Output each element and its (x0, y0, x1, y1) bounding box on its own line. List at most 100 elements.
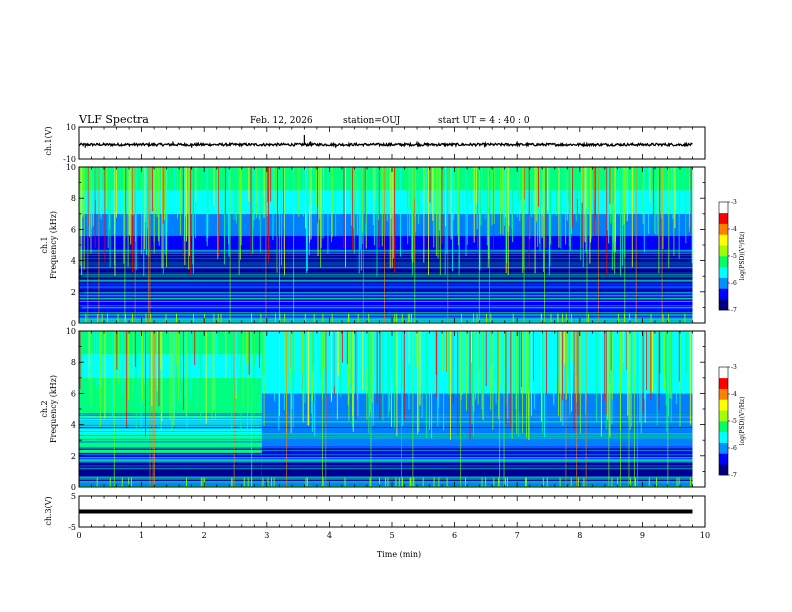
spectrogram-image (79, 167, 693, 323)
colorbar-segment (719, 426, 728, 430)
colorbar-label: log(PSD)(V²/Hz) (739, 397, 746, 446)
colorbar-segment (719, 407, 728, 411)
colorbar-segment (719, 202, 728, 205)
x-tick-label: 6 (452, 531, 457, 540)
x-tick-label: 7 (515, 531, 520, 540)
colorbar-segment (719, 445, 728, 449)
x-tick-label: 5 (389, 531, 394, 540)
colorbar-segment (719, 264, 728, 268)
colorbar-segment (719, 434, 728, 438)
x-tick-label: 9 (640, 531, 645, 540)
colorbar-segment (719, 212, 728, 216)
x-axis-label: Time (min) (377, 550, 421, 559)
colorbar-segment (719, 437, 728, 441)
colorbar-segment (719, 242, 728, 246)
spectrogram-image (79, 331, 693, 487)
colorbar-segment (719, 250, 728, 254)
colorbar-segment (719, 269, 728, 273)
ch2-spectrogram-panel: 0 2 4 6 8 10 (66, 327, 706, 492)
colorbar-segment (719, 391, 728, 395)
colorbar-segment (719, 299, 728, 303)
colorbar-segment (719, 277, 728, 281)
colorbar-segment (719, 464, 728, 468)
ch2-spec-ylabel: Frequency (kHz) (49, 375, 58, 443)
y-tick-label: 6 (71, 225, 76, 234)
x-tick-label: 8 (577, 531, 582, 540)
ch1-wave-ylabel: ch.1(V) (44, 126, 53, 155)
colorbar-tick-label: -4 (731, 226, 737, 233)
colorbar-segment (719, 293, 728, 297)
colorbar-segment (719, 458, 728, 462)
colorbar-segment (719, 218, 728, 222)
y-tick-label: 2 (71, 452, 76, 461)
colorbar-segment (719, 466, 728, 470)
colorbar-segment (719, 291, 728, 295)
colorbar-segment (719, 402, 728, 406)
colorbar-segment (719, 418, 728, 422)
colorbar-segment (719, 223, 728, 227)
freq-band (79, 316, 693, 323)
colorbar-segment (719, 220, 728, 224)
colorbar-segment (719, 256, 728, 259)
y-tick-label: 4 (71, 421, 76, 430)
colorbar-segment (719, 469, 728, 473)
figure-station: station=OUJ (343, 116, 401, 126)
y-tick-label: 5 (71, 492, 76, 501)
colorbar-segment (719, 204, 728, 208)
freq-band (79, 213, 693, 236)
x-tick-label: 0 (76, 531, 81, 540)
freq-band (79, 190, 693, 214)
colorbar-segment (719, 307, 728, 311)
x-tick-label: 4 (327, 531, 332, 540)
colorbar-label: log(PSD)(V²/Hz) (739, 232, 746, 281)
ch1-signal-trace (78, 141, 693, 149)
colorbar-segment (719, 453, 728, 457)
y-tick-label: 10 (66, 123, 76, 132)
y-tick-label: 0 (71, 483, 76, 492)
colorbar-segment (719, 210, 728, 214)
colorbar-segment (719, 404, 728, 408)
ch1-colorbar: -3 -4 -5 -6 -7 log(PSD)(V²/Hz) (718, 199, 746, 314)
colorbar-segment (719, 399, 728, 403)
colorbar-segment (719, 247, 728, 251)
y-tick-label: -5 (68, 523, 76, 532)
colorbar-segment (719, 415, 728, 419)
colorbar-segment (719, 226, 728, 230)
colorbar-segment (719, 272, 728, 276)
ch2-spec-ylabel-top: ch.2 (40, 400, 49, 417)
colorbar-segment (719, 450, 728, 454)
colorbar-segment (719, 258, 728, 262)
colorbar-segment (719, 456, 728, 460)
colorbar-tick-label: -7 (731, 307, 737, 314)
x-tick-label: 10 (700, 531, 710, 540)
colorbar-segment (719, 412, 728, 416)
colorbar-segment (719, 380, 728, 384)
y-tick-label: 2 (71, 288, 76, 297)
ch2-colorbar: -3 -4 -5 -6 -7 log(PSD)(V²/Hz) (718, 364, 746, 479)
colorbar-segment (719, 429, 728, 433)
colorbar-tick-label: -6 (731, 280, 737, 287)
colorbar-segment (719, 372, 728, 376)
x-tick-label: 1 (139, 531, 144, 540)
colorbar-segment (719, 296, 728, 300)
colorbar-segment (719, 253, 728, 257)
colorbar-tick-label: -5 (731, 418, 737, 425)
colorbar-segment (719, 274, 728, 278)
colorbar-segment (719, 245, 728, 249)
ch1-spec-ylabel-top: ch.1 (40, 236, 49, 253)
ch3-wave-ylabel: ch.3(V) (44, 496, 53, 525)
colorbar-segment (719, 369, 728, 373)
colorbar-tick-label: -3 (731, 364, 737, 371)
y-tick-label: 10 (66, 163, 76, 172)
colorbar-segment (719, 304, 728, 308)
colorbar-tick-label: -5 (731, 253, 737, 260)
colorbar-tick-label: -3 (731, 199, 737, 206)
colorbar-segment (719, 377, 728, 381)
y-tick-label: -10 (63, 155, 76, 164)
y-tick-label: 10 (66, 327, 76, 336)
colorbar-segment (719, 229, 728, 232)
colorbar-tick-label: -6 (731, 445, 737, 452)
colorbar-segment (719, 385, 728, 389)
colorbar-segment (719, 207, 728, 211)
